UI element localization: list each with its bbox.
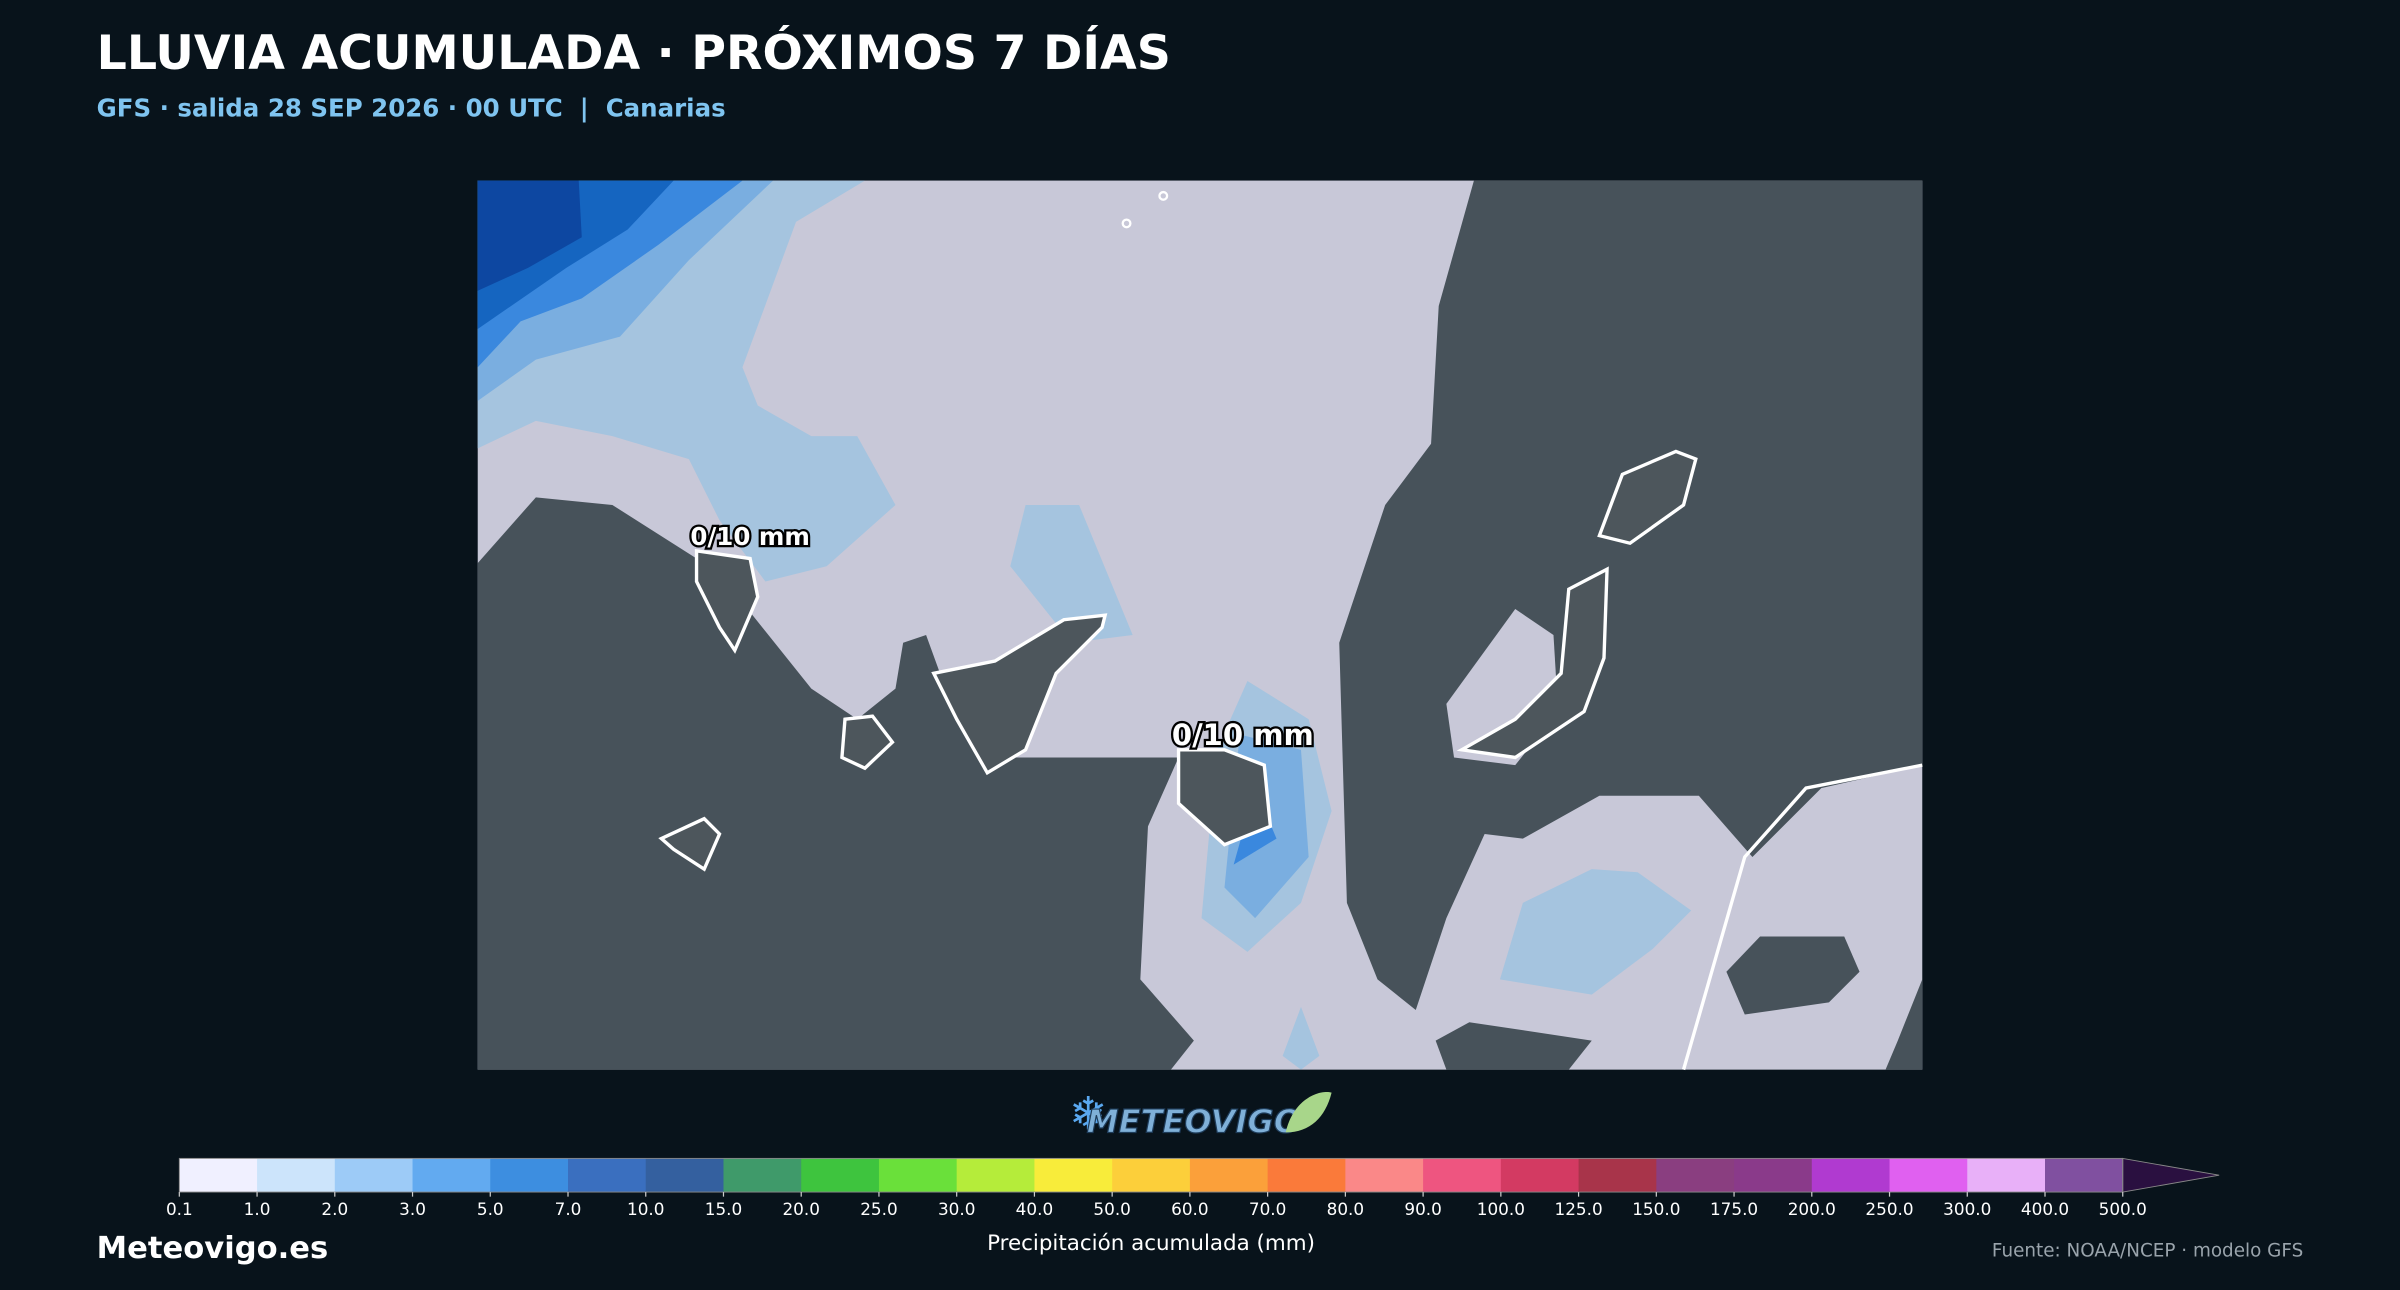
colorbar-tick-label: 40.0	[1016, 1199, 1053, 1219]
colorbar-segment	[878, 1158, 958, 1193]
colorbar-tick-label: 0.1	[166, 1199, 193, 1219]
colorbar-frame	[178, 1157, 2124, 1193]
colorbar-tick-label: 60.0	[1171, 1199, 1208, 1219]
colorbar-tick-label: 1.0	[244, 1199, 271, 1219]
svg-text:❄: ❄	[1069, 1086, 1107, 1140]
colorbar-tick-label: 80.0	[1327, 1199, 1364, 1219]
colorbar-tick-label: 50.0	[1093, 1199, 1130, 1219]
colorbar-tick-label: 300.0	[1943, 1199, 1991, 1219]
map-label: 0/10 mm	[690, 522, 810, 551]
colorbar-segment	[412, 1158, 491, 1193]
colorbar-segment	[1734, 1158, 1813, 1193]
colorbar-segment	[257, 1158, 336, 1193]
colorbar-segment	[1189, 1158, 1269, 1193]
colorbar-segment	[956, 1158, 1035, 1193]
colorbar-segment	[801, 1158, 880, 1193]
subtitle: GFS · salida 28 SEP 2026 · 00 UTC | Cana…	[97, 93, 726, 122]
colorbar-segment	[1112, 1158, 1191, 1193]
logo: ❄ METEOVIGO	[1069, 1086, 1332, 1141]
colorbar-tick-label: 175.0	[1710, 1199, 1758, 1219]
colorbar: 0.1 1.0 2.0 3.0 5.0 7.0 10.0 15.0 20.0 25.0 30.0 40…	[166, 1157, 2220, 1219]
colorbar-segment	[1889, 1158, 1968, 1193]
colorbar-tick-label: 500.0	[2099, 1199, 2147, 1219]
logo-text: METEOVIGO	[1087, 1102, 1301, 1140]
colorbar-segment	[1967, 1158, 2046, 1193]
colorbar-segment	[1423, 1158, 1502, 1193]
colorbar-segment	[645, 1158, 724, 1193]
colorbar-segment	[568, 1158, 647, 1193]
colorbar-tick-label: 20.0	[782, 1199, 819, 1219]
colorbar-segment	[1656, 1158, 1735, 1193]
title: LLUVIA ACUMULADA · PRÓXIMOS 7 DÍAS	[97, 24, 1171, 81]
colorbar-tick-label: 200.0	[1788, 1199, 1836, 1219]
colorbar-tick-label: 400.0	[2021, 1199, 2069, 1219]
colorbar-segment	[1267, 1158, 1346, 1193]
colorbar-tick-label: 30.0	[938, 1199, 975, 1219]
colorbar-tick-label: 25.0	[860, 1199, 897, 1219]
colorbar-segment	[334, 1158, 413, 1193]
colorbar-tick-label: 70.0	[1249, 1199, 1286, 1219]
colorbar-segment	[1034, 1158, 1113, 1193]
colorbar-segment	[723, 1158, 802, 1193]
colorbar-tick-label: 150.0	[1632, 1199, 1680, 1219]
map: 0/10 mm 0/10 mm	[477, 180, 1923, 1071]
colorbar-segment	[1345, 1158, 1424, 1193]
colorbar-tick-label: 100.0	[1477, 1199, 1525, 1219]
colorbar-tick-label: 15.0	[705, 1199, 742, 1219]
footer-site: Meteovigo.es	[97, 1231, 329, 1266]
colorbar-extension	[2122, 1157, 2220, 1193]
colorbar-tick-label: 5.0	[477, 1199, 504, 1219]
footer-source: Fuente: NOAA/NCEP · modelo GFS	[1992, 1240, 2303, 1261]
colorbar-tick-label: 125.0	[1554, 1199, 1602, 1219]
map-label: 0/10 mm	[1172, 718, 1314, 752]
colorbar-tick-label: 2.0	[321, 1199, 348, 1219]
colorbar-tick-label: 250.0	[1865, 1199, 1913, 1219]
colorbar-tick-label: 10.0	[627, 1199, 664, 1219]
colorbar-label: Precipitación acumulada (mm)	[987, 1231, 1315, 1256]
colorbar-segment	[1500, 1158, 1580, 1193]
colorbar-segment	[490, 1158, 569, 1193]
colorbar-segment	[2045, 1158, 2124, 1193]
colorbar-segment	[1578, 1158, 1657, 1193]
colorbar-tick-label: 90.0	[1404, 1199, 1441, 1219]
colorbar-segment	[1811, 1158, 1890, 1193]
colorbar-tick-label: 7.0	[555, 1199, 582, 1219]
colorbar-tick-label: 3.0	[399, 1199, 426, 1219]
colorbar-segment	[179, 1158, 258, 1193]
